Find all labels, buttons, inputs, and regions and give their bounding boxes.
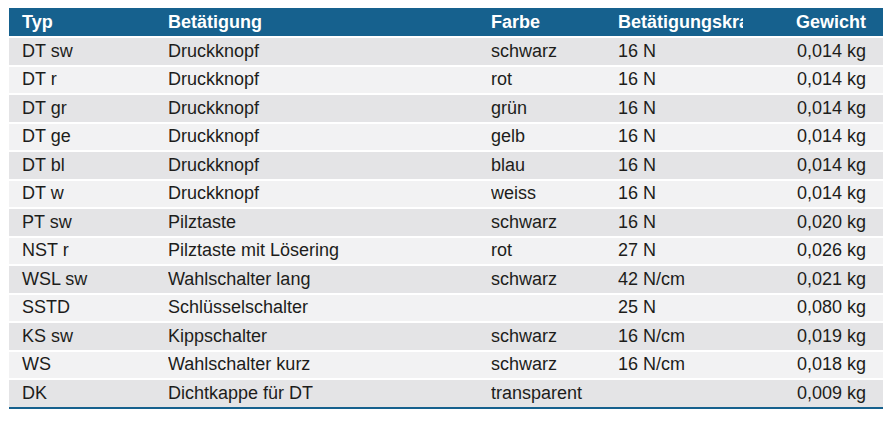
cell-betaetigung: Pilztaste: [168, 208, 491, 237]
cell-gewicht: 0,014 kg: [743, 37, 883, 66]
cell-gewicht: 0,014 kg: [743, 180, 883, 209]
table-header-row: TypBetätigungFarbeBetätigungskraftGewich…: [9, 8, 883, 37]
cell-gewicht: 0,009 kg: [743, 379, 883, 408]
cell-farbe: rot: [491, 66, 618, 95]
column-header-betaetigung: Betätigung: [168, 8, 491, 37]
cell-betaetigungskraft: 16 N: [618, 208, 743, 237]
table-row: WSL swWahlschalter langschwarz42 N/cm0,0…: [9, 265, 883, 294]
cell-typ: PT sw: [9, 208, 168, 237]
cell-farbe: grün: [491, 94, 618, 123]
cell-betaetigungskraft: 16 N: [618, 37, 743, 66]
cell-typ: WS: [9, 351, 168, 380]
cell-typ: DT gr: [9, 94, 168, 123]
cell-farbe: schwarz: [491, 208, 618, 237]
cell-farbe: blau: [491, 151, 618, 180]
cell-betaetigungskraft: 16 N: [618, 180, 743, 209]
cell-betaetigung: Pilztaste mit Lösering: [168, 237, 491, 266]
cell-typ: DT bl: [9, 151, 168, 180]
cell-betaetigung: Schlüsselschalter: [168, 294, 491, 323]
cell-betaetigung: Druckknopf: [168, 94, 491, 123]
cell-farbe: schwarz: [491, 265, 618, 294]
cell-gewicht: 0,014 kg: [743, 94, 883, 123]
cell-typ: DT ge: [9, 123, 168, 152]
cell-farbe: rot: [491, 237, 618, 266]
table-row: DT blDruckknopfblau16 N0,014 kg: [9, 151, 883, 180]
cell-betaetigungskraft: 16 N: [618, 123, 743, 152]
cell-gewicht: 0,020 kg: [743, 208, 883, 237]
cell-gewicht: 0,026 kg: [743, 237, 883, 266]
table-row: DT wDruckknopfweiss16 N0,014 kg: [9, 180, 883, 209]
cell-betaetigung: Druckknopf: [168, 123, 491, 152]
cell-farbe: schwarz: [491, 322, 618, 351]
cell-gewicht: 0,019 kg: [743, 322, 883, 351]
cell-betaetigung: Kippschalter: [168, 322, 491, 351]
cell-betaetigung: Wahlschalter lang: [168, 265, 491, 294]
cell-gewicht: 0,014 kg: [743, 66, 883, 95]
table-row: DKDichtkappe für DTtransparent 0,009 kg: [9, 379, 883, 408]
table-row: DT grDruckknopfgrün16 N0,014 kg: [9, 94, 883, 123]
cell-betaetigung: Wahlschalter kurz: [168, 351, 491, 380]
product-table-container: TypBetätigungFarbeBetätigungskraftGewich…: [9, 8, 883, 409]
cell-betaetigung: Druckknopf: [168, 180, 491, 209]
table-row: PT swPilztasteschwarz16 N0,020 kg: [9, 208, 883, 237]
cell-typ: DK: [9, 379, 168, 408]
cell-betaetigung: Dichtkappe für DT: [168, 379, 491, 408]
cell-typ: SSTD: [9, 294, 168, 323]
cell-betaetigungskraft: 16 N/cm: [618, 322, 743, 351]
column-header-betaetigungskraft: Betätigungskraft: [618, 8, 743, 37]
cell-betaetigung: Druckknopf: [168, 66, 491, 95]
table-row: DT geDruckknopfgelb16 N0,014 kg: [9, 123, 883, 152]
cell-farbe: gelb: [491, 123, 618, 152]
column-header-gewicht: Gewicht: [743, 8, 883, 37]
cell-betaetigungskraft: [618, 379, 743, 408]
cell-betaetigung: Druckknopf: [168, 37, 491, 66]
cell-gewicht: 0,014 kg: [743, 151, 883, 180]
cell-gewicht: 0,021 kg: [743, 265, 883, 294]
product-table: TypBetätigungFarbeBetätigungskraftGewich…: [9, 8, 883, 409]
cell-typ: NST r: [9, 237, 168, 266]
cell-typ: DT sw: [9, 37, 168, 66]
table-row: NST rPilztaste mit Löseringrot27 N0,026 …: [9, 237, 883, 266]
cell-farbe: weiss: [491, 180, 618, 209]
cell-betaetigungskraft: 16 N/cm: [618, 351, 743, 380]
cell-betaetigung: Druckknopf: [168, 151, 491, 180]
cell-farbe: transparent: [491, 379, 618, 408]
table-row: WSWahlschalter kurzschwarz16 N/cm0,018 k…: [9, 351, 883, 380]
cell-betaetigungskraft: 16 N: [618, 94, 743, 123]
column-header-typ: Typ: [9, 8, 168, 37]
cell-gewicht: 0,014 kg: [743, 123, 883, 152]
cell-typ: DT r: [9, 66, 168, 95]
table-row: DT rDruckknopfrot16 N0,014 kg: [9, 66, 883, 95]
cell-farbe: schwarz: [491, 351, 618, 380]
cell-typ: WSL sw: [9, 265, 168, 294]
cell-farbe: schwarz: [491, 37, 618, 66]
cell-betaetigungskraft: 25 N: [618, 294, 743, 323]
cell-gewicht: 0,018 kg: [743, 351, 883, 380]
cell-typ: KS sw: [9, 322, 168, 351]
table-row: KS swKippschalterschwarz16 N/cm0,019 kg: [9, 322, 883, 351]
table-row: DT swDruckknopfschwarz16 N0,014 kg: [9, 37, 883, 66]
column-header-farbe: Farbe: [491, 8, 618, 37]
cell-typ: DT w: [9, 180, 168, 209]
cell-gewicht: 0,080 kg: [743, 294, 883, 323]
cell-betaetigungskraft: 16 N: [618, 151, 743, 180]
cell-betaetigungskraft: 16 N: [618, 66, 743, 95]
table-row: SSTDSchlüsselschalter 25 N0,080 kg: [9, 294, 883, 323]
cell-betaetigungskraft: 42 N/cm: [618, 265, 743, 294]
cell-farbe: [491, 294, 618, 323]
cell-betaetigungskraft: 27 N: [618, 237, 743, 266]
